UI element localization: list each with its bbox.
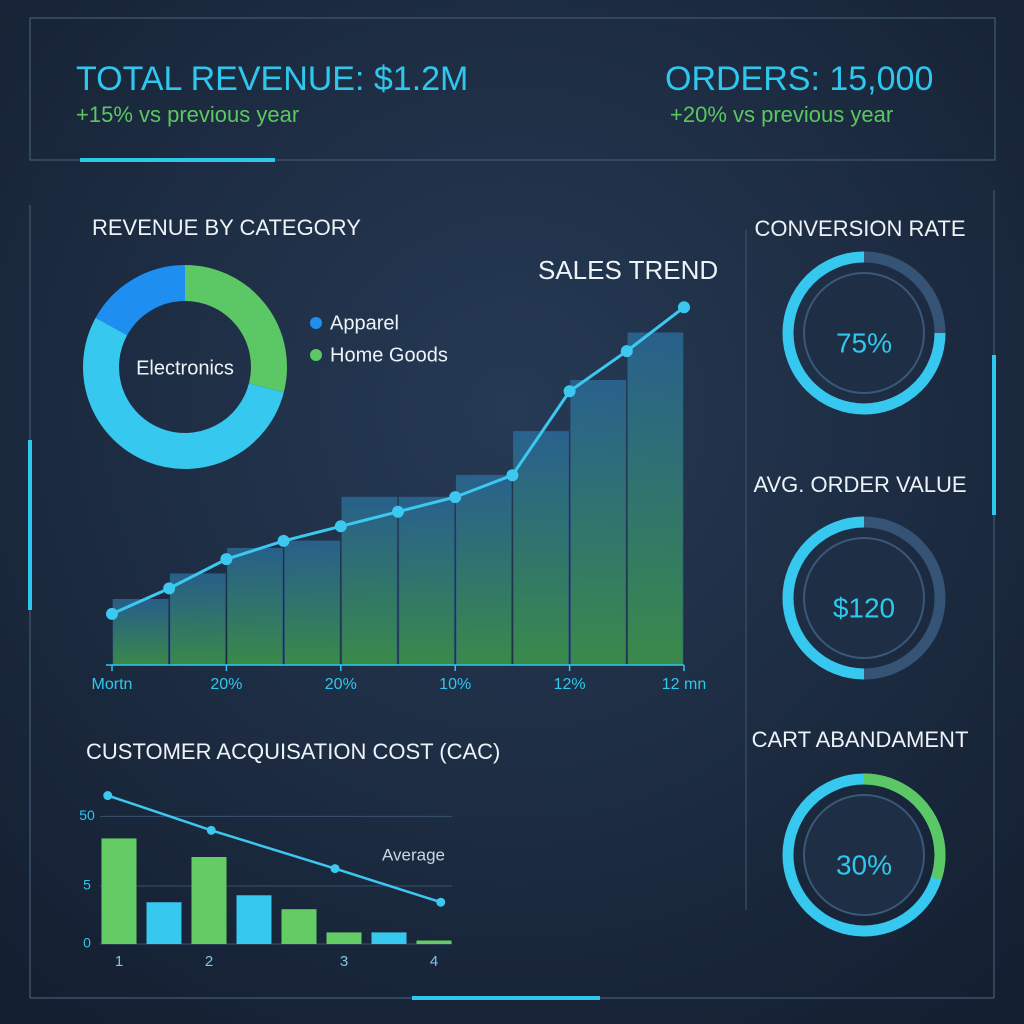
- chart-title: REVENUE BY CATEGORY: [92, 215, 361, 240]
- gauge-value: 75%: [836, 327, 892, 358]
- bar: [513, 431, 569, 666]
- bar: [627, 332, 684, 666]
- trend-point: [678, 301, 690, 314]
- trend-point: [277, 534, 290, 547]
- chart-title: CUSTOMER ACQUISATION COST (CAC): [86, 739, 500, 764]
- bar: [326, 932, 362, 944]
- bar: [371, 932, 407, 944]
- average-line: [107, 794, 442, 904]
- x-tick-label: 3: [340, 953, 348, 970]
- chart-title: CART ABANDAMENT: [752, 727, 969, 752]
- trend-point: [220, 553, 233, 566]
- bar: [101, 838, 137, 944]
- gauge-inner: [803, 272, 925, 394]
- kpi-orders: ORDERS: 15,000: [665, 60, 933, 98]
- donut-segment: [95, 265, 186, 336]
- average-point: [330, 864, 340, 874]
- chart-title: AVG. ORDER VALUE: [753, 472, 966, 497]
- x-tick-label: 20%: [210, 676, 242, 693]
- x-tick-label: 1: [115, 953, 123, 970]
- bar: [281, 909, 317, 944]
- bar: [416, 940, 452, 944]
- bar: [398, 496, 455, 666]
- trend-point: [163, 582, 176, 595]
- donut-segment: [83, 317, 284, 469]
- bar: [227, 547, 283, 666]
- bar: [570, 379, 627, 666]
- gauge-arc: [782, 251, 946, 415]
- kpi-orders-change: +20% vs previous year: [670, 102, 893, 127]
- donut-center-label: Electronics: [136, 357, 234, 379]
- series-label: Average: [382, 845, 445, 864]
- x-tick-label: 12 mn: [662, 676, 706, 693]
- y-tick-label: 50: [79, 807, 95, 823]
- bar: [236, 895, 272, 944]
- average-point: [103, 791, 113, 801]
- bar: [169, 573, 226, 666]
- bar: [112, 598, 169, 666]
- kpi-revenue-change: +15% vs previous year: [76, 102, 299, 127]
- kpi-revenue: TOTAL REVENUE: $1.2M: [76, 60, 468, 98]
- average-point: [436, 897, 446, 907]
- trend-point: [334, 520, 347, 533]
- gauge-arc: [782, 516, 865, 680]
- legend-label: Home Goods: [330, 344, 448, 366]
- trend-point: [563, 385, 576, 398]
- gauge-value: 30%: [836, 849, 892, 880]
- x-tick-label: 20%: [325, 676, 357, 693]
- legend-marker: [310, 317, 322, 329]
- x-tick-label: 12%: [554, 676, 586, 693]
- trend-point: [506, 469, 519, 482]
- chart-title: SALES TREND: [538, 255, 718, 285]
- y-tick-label: 5: [83, 877, 91, 893]
- x-tick-label: 10%: [439, 676, 471, 693]
- average-point: [206, 825, 216, 835]
- gauge-inner: [803, 537, 925, 659]
- trend-point: [620, 345, 633, 358]
- trend-point: [392, 505, 404, 518]
- header-frame: [29, 17, 996, 161]
- y-tick-label: 0: [83, 935, 91, 951]
- bar: [284, 540, 341, 666]
- x-tick-label: 4: [430, 953, 438, 970]
- legend-label: Apparel: [330, 312, 399, 334]
- gauge-arc: [863, 773, 946, 881]
- donut-segment: [184, 265, 287, 393]
- trend-point: [449, 491, 462, 504]
- bar: [455, 474, 512, 666]
- legend-marker: [310, 349, 322, 361]
- trend-point: [106, 607, 118, 620]
- x-tick-label: 2: [205, 953, 213, 970]
- bar: [341, 496, 398, 666]
- chart-title: CONVERSION RATE: [754, 216, 965, 241]
- gauge-inner: [803, 794, 925, 916]
- gauge-value: $120: [833, 592, 895, 623]
- bar: [191, 857, 227, 944]
- bar: [146, 902, 182, 944]
- x-tick-label: Mortn: [92, 676, 133, 693]
